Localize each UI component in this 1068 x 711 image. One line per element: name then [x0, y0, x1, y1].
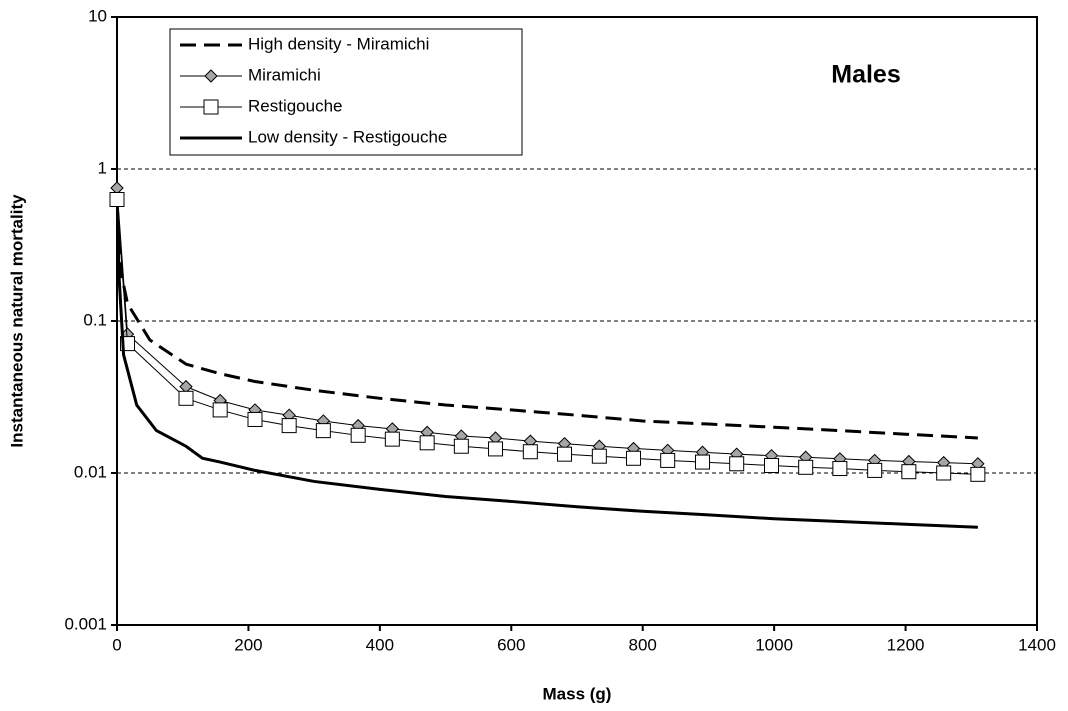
x-tick-label: 200	[234, 635, 262, 654]
legend-label: Miramichi	[248, 65, 321, 84]
square-marker	[212, 402, 228, 418]
x-tick-label: 1200	[887, 635, 925, 654]
y-tick-label: 0.01	[74, 462, 107, 481]
square-marker	[970, 466, 986, 482]
x-axis-title: Mass (g)	[543, 684, 612, 703]
y-tick-label: 0.1	[83, 310, 107, 329]
plot-frame	[116, 16, 1038, 626]
square-marker	[936, 465, 952, 481]
legend-label: Restigouche	[248, 96, 343, 115]
legend: High density - Miramichi Miramichi Restigo…	[169, 28, 523, 156]
square-marker	[178, 390, 194, 406]
square-marker	[626, 450, 642, 466]
legend-marker	[203, 99, 219, 115]
x-tick-label: 400	[366, 635, 394, 654]
square-marker	[557, 446, 573, 462]
x-tick-label: 800	[629, 635, 657, 654]
x-tick-label: 1400	[1018, 635, 1056, 654]
square-marker	[350, 427, 366, 443]
x-tick-label: 1000	[755, 635, 793, 654]
square-marker	[764, 458, 780, 474]
series-line	[116, 238, 978, 440]
square-marker	[901, 464, 917, 480]
square-marker	[453, 438, 469, 454]
legend-box	[169, 28, 523, 156]
square-marker	[384, 431, 400, 447]
square-marker	[798, 459, 814, 475]
square-marker	[832, 461, 848, 477]
square-marker	[522, 444, 538, 460]
y-axis-title: Instantaneous natural mortality	[7, 194, 26, 448]
annotation: Males	[831, 61, 900, 89]
x-tick-label: 600	[497, 635, 525, 654]
square-marker	[695, 454, 711, 470]
square-marker	[419, 435, 435, 451]
legend-label: High density - Miramichi	[248, 34, 429, 53]
square-marker	[315, 423, 331, 439]
y-tick-label: 0.001	[64, 614, 107, 633]
legend-label: Low density - Restigouche	[248, 127, 447, 146]
y-tick-label: 10	[88, 6, 107, 25]
square-marker	[867, 462, 883, 478]
square-marker	[281, 418, 297, 434]
square-marker	[109, 192, 125, 208]
square-marker	[488, 441, 504, 457]
y-tick-label: 1	[98, 158, 107, 177]
x-tick-label: 0	[112, 635, 121, 654]
square-marker	[660, 452, 676, 468]
series-line	[116, 221, 978, 529]
legend-marker	[204, 69, 218, 83]
square-marker	[591, 448, 607, 464]
square-marker	[729, 456, 745, 472]
series-line	[116, 199, 978, 475]
square-marker	[247, 411, 263, 427]
series-line	[116, 187, 978, 465]
